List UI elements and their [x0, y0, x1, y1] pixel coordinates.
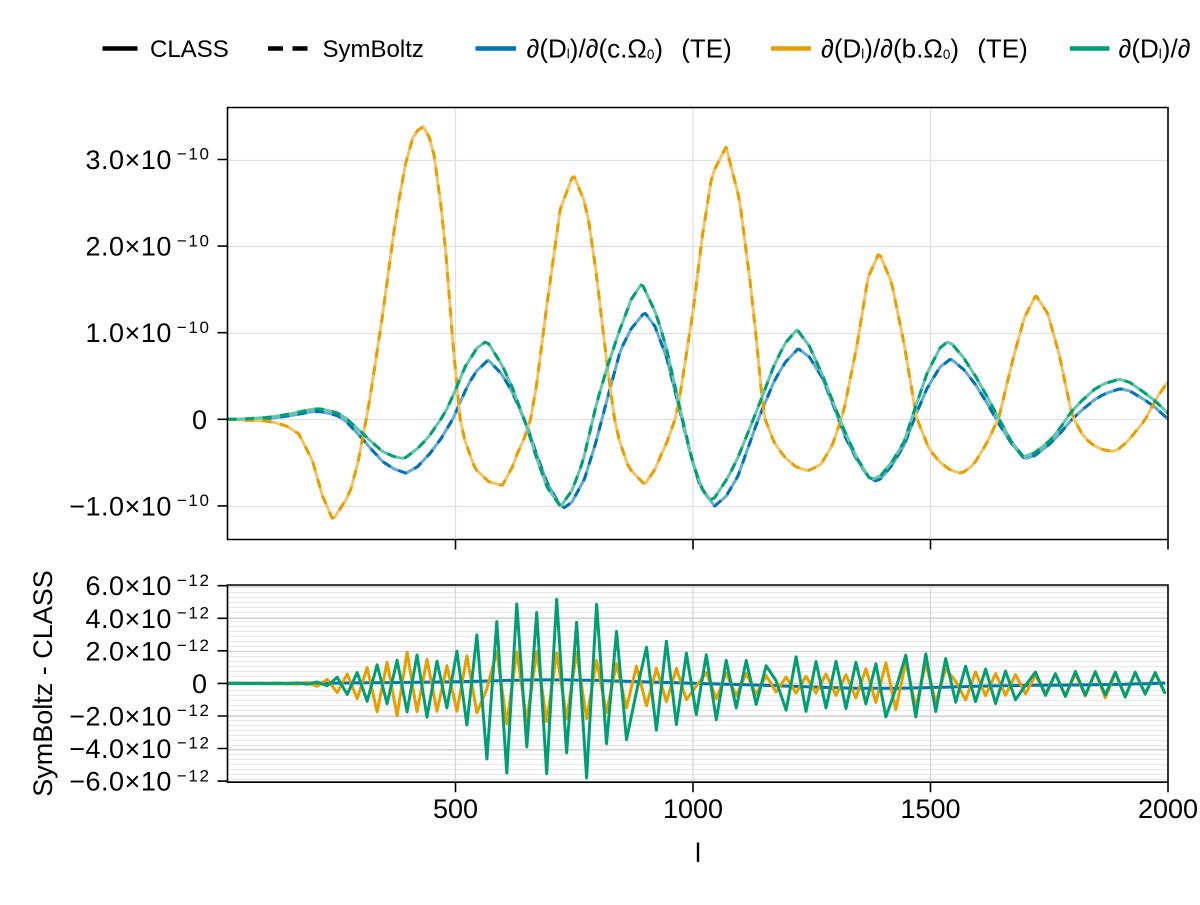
svg-text:l: l	[695, 838, 701, 868]
svg-text:SymBoltz - CLASS: SymBoltz - CLASS	[28, 570, 58, 797]
svg-text:1500: 1500	[900, 794, 960, 824]
svg-text:CLASS: CLASS	[150, 36, 229, 63]
svg-text:0: 0	[192, 405, 207, 435]
svg-text:500: 500	[433, 794, 478, 824]
svg-text:0: 0	[192, 669, 207, 699]
svg-text:4.0×10 −12: 4.0×10 −12	[86, 604, 211, 634]
svg-text:∂(Dl)/∂(c.Ω0) (TE): ∂(Dl)/∂(c.Ω0) (TE)	[527, 34, 732, 64]
svg-text:1000: 1000	[663, 794, 723, 824]
svg-text:∂(Dl)/∂: ∂(Dl)/∂	[1119, 34, 1191, 64]
svg-text:∂(Dl)/∂(b.Ω0) (TE): ∂(Dl)/∂(b.Ω0) (TE)	[821, 34, 1028, 64]
svg-text:SymBoltz: SymBoltz	[323, 36, 424, 63]
svg-text:1.0×10 −10: 1.0×10 −10	[86, 318, 211, 348]
svg-text:2000: 2000	[1138, 794, 1198, 824]
